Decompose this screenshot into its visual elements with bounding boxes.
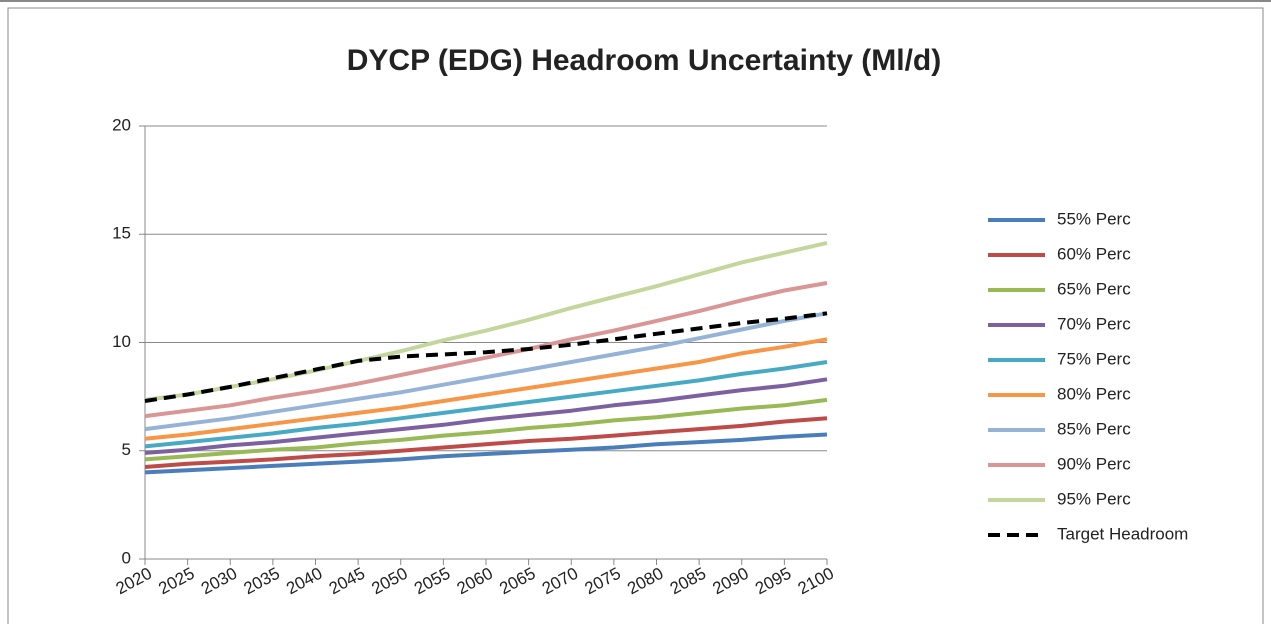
chart-frame: [7, 7, 1264, 629]
y-tick-label: 0: [122, 548, 131, 567]
series-line: [144, 397, 828, 462]
series-line: [144, 432, 828, 475]
series-line: [144, 416, 828, 469]
y-tick-label: 20: [112, 115, 131, 134]
top-border: [0, 0, 1271, 2]
legend-label: 75% Perc: [1057, 349, 1131, 368]
series-line: [144, 337, 828, 441]
legend-label: Target Headroom: [1057, 524, 1188, 543]
series-line: [144, 311, 828, 403]
series-line: [144, 311, 828, 432]
legend-label: 70% Perc: [1057, 314, 1131, 333]
y-tick-label: 10: [112, 332, 131, 351]
legend-label: 55% Perc: [1057, 209, 1131, 228]
series-line: [144, 377, 828, 455]
legend-label: 95% Perc: [1057, 489, 1131, 508]
legend-label: 60% Perc: [1057, 244, 1131, 263]
legend-label: 65% Perc: [1057, 279, 1131, 298]
y-tick-label: 15: [112, 224, 131, 243]
chart-title: DYCP (EDG) Headroom Uncertainty (Ml/d): [347, 44, 942, 77]
legend-label: 85% Perc: [1057, 419, 1131, 438]
legend-label: 80% Perc: [1057, 384, 1131, 403]
series-line: [144, 281, 828, 419]
legend-label: 90% Perc: [1057, 454, 1131, 473]
series-line: [144, 360, 828, 449]
y-tick-label: 5: [122, 440, 131, 459]
